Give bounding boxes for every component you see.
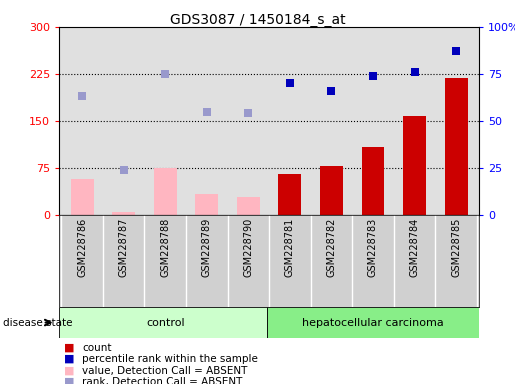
Bar bbox=[362, 147, 384, 215]
Text: GSM228787: GSM228787 bbox=[118, 218, 129, 277]
Text: GSM228790: GSM228790 bbox=[243, 218, 253, 277]
Text: percentile rank within the sample: percentile rank within the sample bbox=[82, 354, 259, 364]
Text: GSM228789: GSM228789 bbox=[202, 218, 212, 277]
Text: count: count bbox=[82, 343, 112, 353]
Bar bbox=[267, 307, 479, 338]
Text: GSM228783: GSM228783 bbox=[368, 218, 378, 277]
Text: control: control bbox=[146, 318, 184, 328]
Text: value, Detection Call = ABSENT: value, Detection Call = ABSENT bbox=[82, 366, 248, 376]
Text: GSM228786: GSM228786 bbox=[77, 218, 87, 277]
Text: rank, Detection Call = ABSENT: rank, Detection Call = ABSENT bbox=[82, 377, 243, 384]
Bar bbox=[195, 194, 218, 215]
Text: hepatocellular carcinoma: hepatocellular carcinoma bbox=[302, 318, 444, 328]
Bar bbox=[71, 179, 94, 215]
Bar bbox=[237, 197, 260, 215]
Bar bbox=[112, 212, 135, 215]
Bar bbox=[154, 168, 177, 215]
Text: GSM228784: GSM228784 bbox=[409, 218, 420, 277]
Text: ■: ■ bbox=[64, 343, 75, 353]
Text: disease state: disease state bbox=[3, 318, 72, 328]
Bar bbox=[403, 116, 426, 215]
Text: GDS3087 / 1450184_s_at: GDS3087 / 1450184_s_at bbox=[169, 13, 346, 27]
Text: ■: ■ bbox=[64, 377, 75, 384]
Bar bbox=[320, 166, 343, 215]
Bar bbox=[444, 78, 468, 215]
Bar bbox=[279, 174, 301, 215]
Text: GSM228781: GSM228781 bbox=[285, 218, 295, 277]
Text: GSM228785: GSM228785 bbox=[451, 218, 461, 277]
Text: GSM228782: GSM228782 bbox=[327, 218, 336, 277]
Bar bbox=[59, 307, 267, 338]
Text: GSM228788: GSM228788 bbox=[160, 218, 170, 277]
Text: ■: ■ bbox=[64, 354, 75, 364]
Text: ■: ■ bbox=[64, 366, 75, 376]
